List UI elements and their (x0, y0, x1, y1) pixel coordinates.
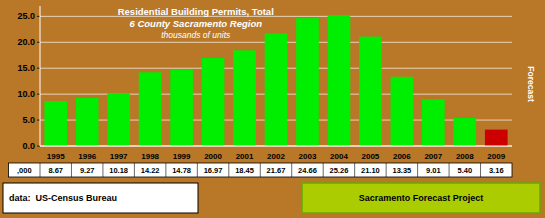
grid-line (40, 16, 512, 17)
values-row-divider (102, 163, 103, 177)
data-label: 3.16 (489, 166, 504, 175)
data-label: 25.26 (330, 166, 349, 175)
values-row-divider (323, 163, 324, 177)
bar (76, 98, 99, 146)
subtitle: 6 County Sacramento Region (130, 18, 263, 29)
data-label: 13.35 (392, 166, 411, 175)
data-label: 16.97 (204, 166, 223, 175)
data-label: 9.27 (80, 166, 95, 175)
y-axis-line (40, 6, 41, 146)
x-tick-label: 1997 (110, 152, 128, 161)
bar (107, 93, 130, 146)
values-row-divider (480, 163, 481, 177)
bar (391, 77, 414, 146)
values-row-divider (71, 163, 72, 177)
x-tick-label: 2009 (487, 152, 505, 161)
values-row-divider (197, 163, 198, 177)
values-row-divider (354, 163, 355, 177)
forecast-label: Forecast (526, 66, 536, 102)
data-label: 14.78 (172, 166, 191, 175)
data-label: 21.67 (267, 166, 286, 175)
values-row-header: ,000 (17, 166, 32, 175)
y-tick-label: 15.0 (17, 63, 35, 73)
bar (44, 101, 67, 146)
data-label: 24.66 (298, 166, 317, 175)
x-tick-label: 1995 (47, 152, 65, 161)
data-label: 21.10 (361, 166, 380, 175)
data-label: 9.01 (426, 166, 441, 175)
x-tick-label: 1996 (78, 152, 96, 161)
grid-line (40, 146, 512, 147)
x-tick-label: 2000 (204, 152, 222, 161)
background (0, 0, 545, 218)
x-tick-label: 2001 (236, 152, 254, 161)
bar (359, 37, 382, 146)
values-row-divider (228, 163, 229, 177)
x-tick-label: 1999 (173, 152, 191, 161)
bar (202, 58, 225, 146)
values-row-divider (291, 163, 292, 177)
values-row-divider (386, 163, 387, 177)
x-tick-label: 2003 (299, 152, 317, 161)
bars (44, 15, 507, 146)
values-row-divider (449, 163, 450, 177)
footer-left-box (3, 183, 198, 213)
x-tick-label: 2002 (267, 152, 285, 161)
title: Residential Building Permits, Total (118, 6, 274, 17)
x-tick-label: 2008 (456, 152, 474, 161)
x-tick-label: 2005 (362, 152, 380, 161)
footer-project: Sacramento Forecast Project (359, 193, 484, 203)
values-row-divider (260, 163, 261, 177)
data-label: 8.67 (48, 166, 63, 175)
y-tick-label: 0.0 (22, 141, 35, 151)
chart: 0.0 5.0 10.0 15.0 20.0 25.0 1995 1996 1997 1998 19… (0, 0, 545, 218)
x-axis-line (40, 145, 512, 146)
bar (453, 118, 476, 146)
x-tick-label: 1998 (141, 152, 159, 161)
x-tick-label: 2006 (393, 152, 411, 161)
bar (170, 69, 193, 146)
bar (485, 130, 508, 146)
x-tick-label: 2007 (424, 152, 442, 161)
values-row-divider (134, 163, 135, 177)
x-tick-label: 2004 (330, 152, 348, 161)
bar (233, 50, 256, 146)
values-row-divider (165, 163, 166, 177)
values-row-divider (417, 163, 418, 177)
footer-right-box (302, 183, 540, 213)
footer-source: data: US-Census Bureau (9, 193, 117, 203)
bar (296, 18, 319, 146)
data-label: 5.40 (457, 166, 472, 175)
y-tick-label: 20.0 (17, 37, 35, 47)
bar (265, 34, 288, 146)
bar (328, 15, 351, 146)
data-label: 14.22 (141, 166, 160, 175)
data-label: 10.18 (109, 166, 128, 175)
values-row-divider (40, 163, 41, 177)
y-label: thousands of units (161, 30, 231, 40)
bar (422, 99, 445, 146)
y-tick-label: 25.0 (17, 11, 35, 21)
bar (139, 72, 162, 146)
y-tick-label: 5.0 (22, 115, 35, 125)
y-tick-label: 10.0 (17, 89, 35, 99)
values-row (9, 163, 512, 177)
data-label: 18.45 (235, 166, 254, 175)
